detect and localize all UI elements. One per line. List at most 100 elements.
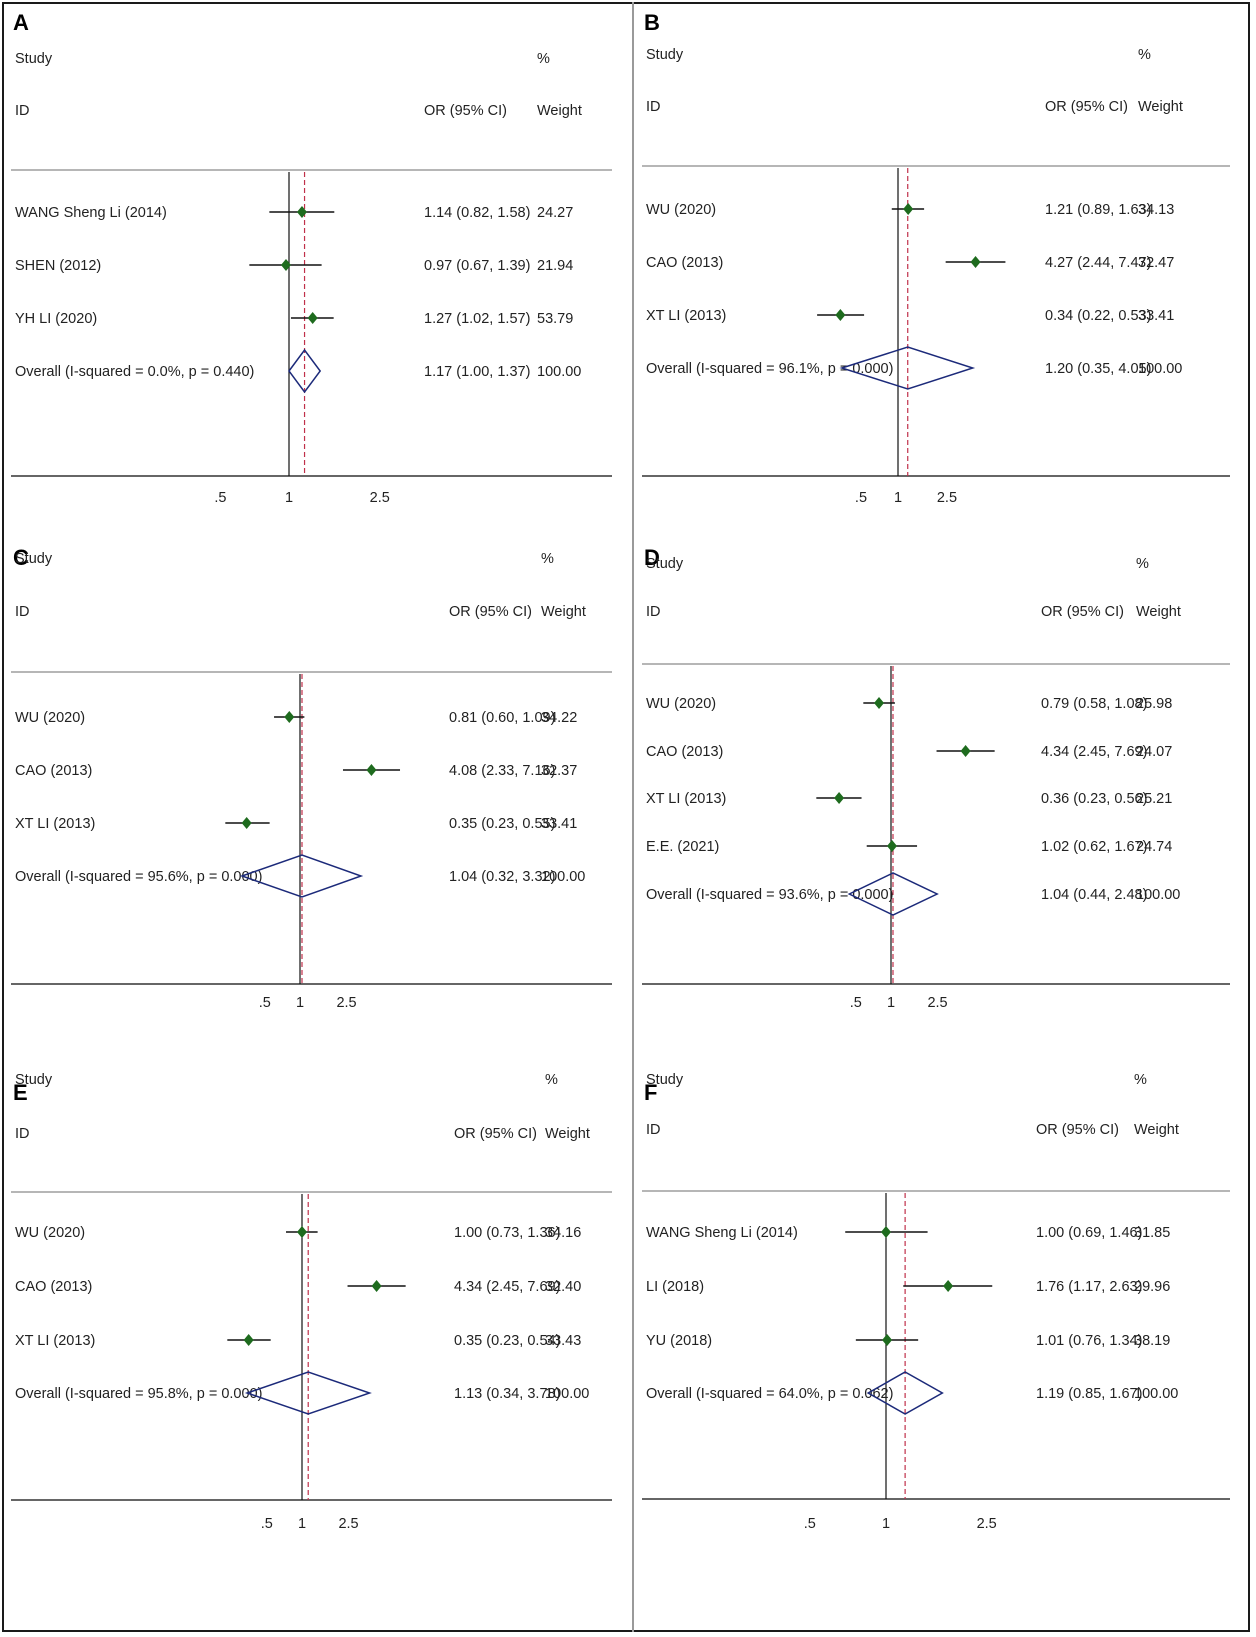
chart-2-x-tick-label-2: 2.5: [336, 995, 356, 1011]
chart-0-header-id: ID: [15, 103, 30, 119]
chart-3-weight-3: 24.74: [1136, 839, 1172, 855]
chart-0-weight-0: 24.27: [537, 205, 573, 221]
chart-5-point-estimate-0: [881, 1226, 891, 1238]
chart-4-study-label-2: XT LI (2013): [15, 1333, 95, 1349]
chart-1-overall-weight: 100.00: [1138, 361, 1182, 377]
chart-0-overall-weight: 100.00: [537, 364, 581, 380]
chart-3-panel-label: D: [644, 545, 660, 570]
column-divider: [632, 2, 634, 1632]
chart-0-header-weight: Weight: [537, 103, 582, 119]
chart-4-weight-0: 34.16: [545, 1225, 581, 1241]
chart-5-panel-label: F: [644, 1080, 657, 1105]
chart-4-header-or-ci: OR (95% CI): [454, 1126, 537, 1142]
chart-1-study-label-0: WU (2020): [646, 202, 716, 218]
chart-5-x-tick-label-2: 2.5: [977, 1516, 997, 1532]
chart-1-weight-0: 34.13: [1138, 202, 1174, 218]
chart-2-study-label-1: CAO (2013): [15, 763, 92, 779]
chart-5-overall-weight: 100.00: [1134, 1386, 1178, 1402]
chart-5-study-label-1: LI (2018): [646, 1279, 704, 1295]
chart-3-weight-2: 25.21: [1136, 791, 1172, 807]
chart-1-x-tick-label-0: .5: [855, 490, 867, 506]
chart-1-ci-text-1: 4.27 (2.44, 7.47): [1045, 255, 1151, 271]
chart-3-study-label-1: CAO (2013): [646, 744, 723, 760]
chart-1-point-estimate-1: [970, 256, 981, 268]
chart-5-x-tick-label-0: .5: [804, 1516, 816, 1532]
chart-4-weight-2: 33.43: [545, 1333, 581, 1349]
chart-2-header-weight: Weight: [541, 604, 586, 620]
chart-3-header-id: ID: [646, 604, 661, 620]
chart-4-point-estimate-2: [243, 1334, 254, 1346]
chart-5-point-estimate-1: [943, 1280, 954, 1292]
chart-4-header-study: Study: [15, 1072, 53, 1088]
chart-3-x-tick-label-2: 2.5: [927, 995, 947, 1011]
chart-5-header-id: ID: [646, 1122, 661, 1138]
chart-1-point-estimate-2: [835, 309, 846, 321]
chart-4-overall-label: Overall (I-squared = 95.8%, p = 0.000): [15, 1386, 262, 1402]
chart-0-point-estimate-1: [280, 259, 291, 271]
chart-2-header-id: ID: [15, 604, 30, 620]
chart-4-header-weight: Weight: [545, 1126, 590, 1142]
chart-1-overall-ci-text: 1.20 (0.35, 4.05): [1045, 361, 1151, 377]
chart-3-overall-label: Overall (I-squared = 93.6%, p = 0.000): [646, 887, 893, 903]
chart-2-study-label-2: XT LI (2013): [15, 816, 95, 832]
chart-5-header-study: Study: [646, 1072, 684, 1088]
chart-3-point-estimate-2: [834, 792, 845, 804]
chart-2-x-tick-label-0: .5: [259, 995, 271, 1011]
chart-3-study-label-0: WU (2020): [646, 696, 716, 712]
chart-5-x-tick-label-1: 1: [882, 1516, 890, 1532]
chart-5-ci-text-2: 1.01 (0.76, 1.34): [1036, 1333, 1142, 1349]
chart-5-point-estimate-2: [882, 1334, 893, 1346]
chart-2-weight-1: 32.37: [541, 763, 577, 779]
chart-2-point-estimate-2: [241, 817, 252, 829]
chart-2-ci-text-0: 0.81 (0.60, 1.09): [449, 710, 555, 726]
chart-0-study-label-1: SHEN (2012): [15, 258, 101, 274]
chart-5-overall-diamond: [866, 1371, 944, 1415]
forest-plot-a-svg: A Study % ID OR (95% CI) Weight WANG Sheng Li …: [11, 10, 612, 506]
chart-3-ci-text-3: 1.02 (0.62, 1.67): [1041, 839, 1147, 855]
chart-0-overall-ci-text: 1.17 (1.00, 1.37): [424, 364, 530, 380]
chart-0-header-study: Study: [15, 51, 53, 67]
chart-1-header-id: ID: [646, 99, 661, 115]
chart-3-x-tick-label-0: .5: [850, 995, 862, 1011]
chart-3-x-tick-label-1: 1: [887, 995, 895, 1011]
chart-0-ci-text-2: 1.27 (1.02, 1.57): [424, 311, 530, 327]
chart-1-study-label-1: CAO (2013): [646, 255, 723, 271]
chart-0-x-tick-label-0: .5: [214, 490, 226, 506]
chart-1-panel-label: B: [644, 10, 660, 35]
chart-4-ci-text-2: 0.35 (0.23, 0.54): [454, 1333, 560, 1349]
chart-1-weight-2: 33.41: [1138, 308, 1174, 324]
chart-5-study-label-0: WANG Sheng Li (2014): [646, 1225, 798, 1241]
forest-panel-c: C Study% ID OR (95% CI) Weight WU (2020) 0.81 …: [5, 540, 630, 1075]
chart-0-header-percent: %: [537, 51, 550, 67]
chart-3-overall-diamond: [847, 872, 939, 916]
chart-2-point-estimate-0: [284, 711, 295, 723]
chart-3-header-percent: %: [1136, 556, 1149, 572]
chart-2-overall-weight: 100.00: [541, 869, 585, 885]
chart-4-point-estimate-1: [371, 1280, 382, 1292]
chart-5-overall-ci-text: 1.19 (0.85, 1.67): [1036, 1386, 1142, 1402]
chart-4-study-label-0: WU (2020): [15, 1225, 85, 1241]
chart-5-weight-2: 38.19: [1134, 1333, 1170, 1349]
chart-4-x-tick-label-0: .5: [261, 1516, 273, 1532]
chart-0-x-tick-label-2: 2.5: [370, 490, 390, 506]
chart-3-study-label-2: XT LI (2013): [646, 791, 726, 807]
forest-panel-b: B Study% ID OR (95% CI) Weight WU (2020) 1.21 …: [636, 5, 1248, 540]
forest-panel-e: E Study% ID OR (95% CI) Weight WU (2020) 1.00 …: [5, 1072, 630, 1630]
chart-4-overall-ci-text: 1.13 (0.34, 3.78): [454, 1386, 560, 1402]
chart-4-overall-diamond: [244, 1371, 372, 1415]
chart-2-header-percent: %: [541, 551, 554, 567]
chart-2-x-tick-label-1: 1: [296, 995, 304, 1011]
chart-0-study-label-0: WANG Sheng Li (2014): [15, 205, 167, 221]
chart-2-header-study: Study: [15, 551, 53, 567]
chart-5-header-or-ci: OR (95% CI): [1036, 1122, 1119, 1138]
chart-1-overall-label: Overall (I-squared = 96.1%, p = 0.000): [646, 361, 893, 377]
chart-5-header-percent: %: [1134, 1072, 1147, 1088]
chart-3-point-estimate-1: [960, 745, 971, 757]
chart-4-header-percent: %: [545, 1072, 558, 1088]
chart-5-header-weight: Weight: [1134, 1122, 1179, 1138]
chart-0-header-or-ci: OR (95% CI): [424, 103, 507, 119]
forest-panel-f: F Study% ID OR (95% CI) Weight WANG Sheng Li …: [636, 1072, 1248, 1630]
